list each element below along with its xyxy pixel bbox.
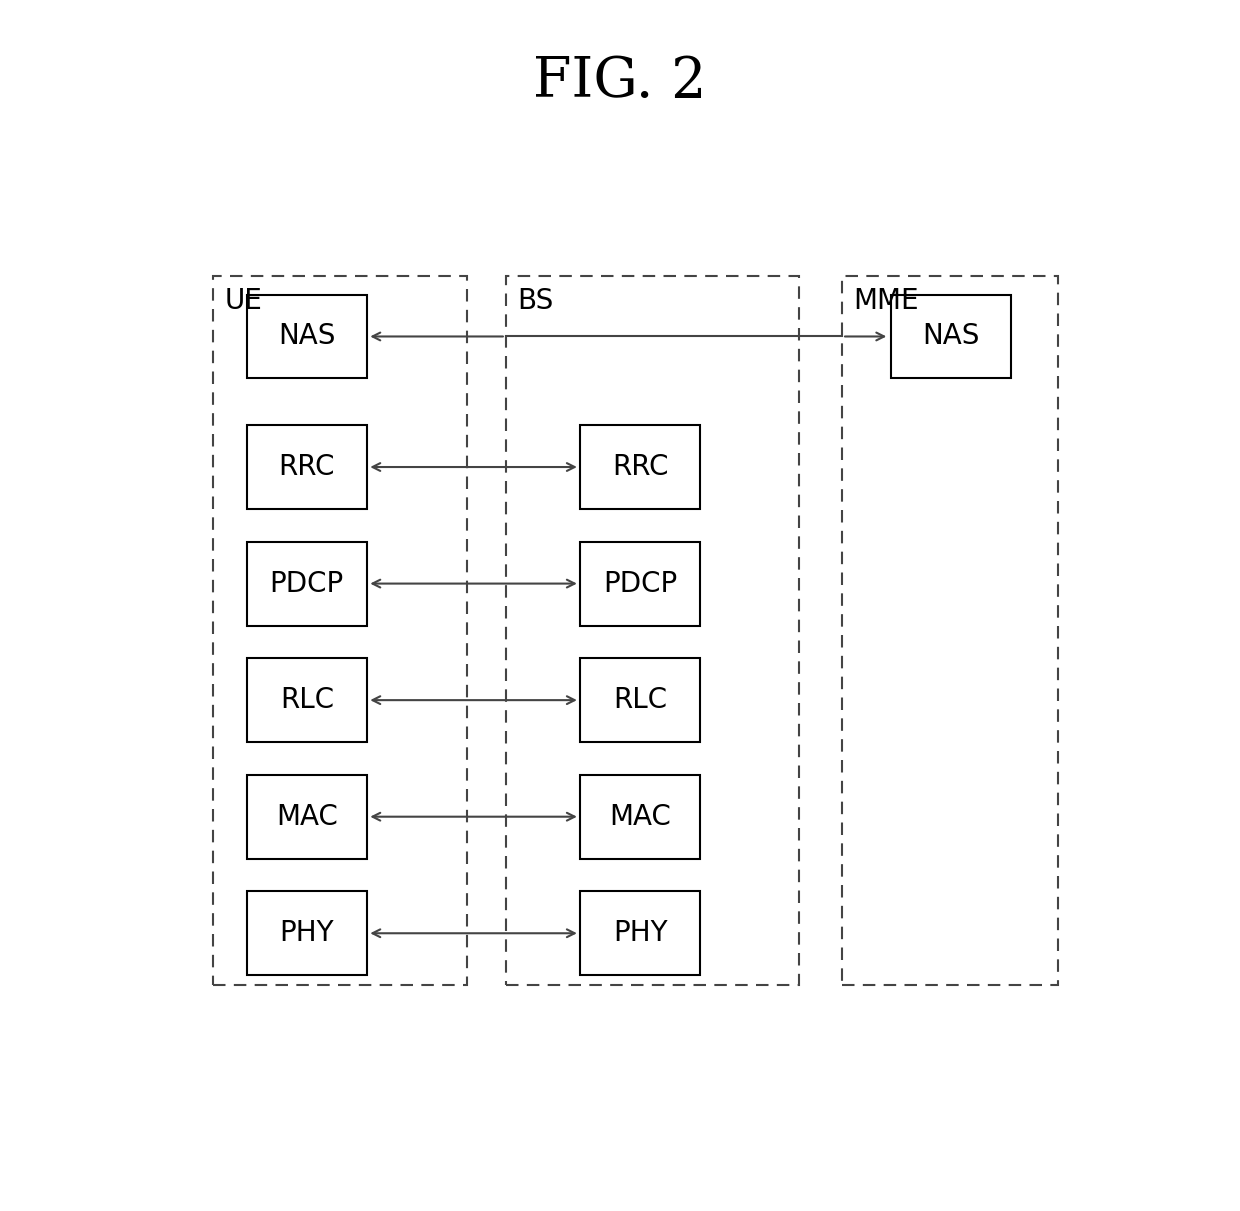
Text: UE: UE [224, 287, 262, 315]
Text: MAC: MAC [609, 803, 671, 831]
Text: RRC: RRC [613, 453, 668, 481]
Bar [580, 775, 701, 859]
Text: RLC: RLC [280, 687, 334, 714]
Text: MAC: MAC [277, 803, 337, 831]
Bar [247, 891, 367, 975]
Text: RLC: RLC [614, 687, 667, 714]
Text: PHY: PHY [613, 919, 667, 947]
Bar [247, 659, 367, 742]
Bar [580, 891, 701, 975]
Bar [890, 294, 1011, 378]
Bar [580, 425, 701, 509]
Text: PHY: PHY [279, 919, 334, 947]
Bar [213, 276, 467, 985]
Bar [580, 659, 701, 742]
Text: MME: MME [853, 287, 919, 315]
Text: RRC: RRC [279, 453, 335, 481]
Bar [247, 541, 367, 626]
Text: NAS: NAS [278, 322, 336, 350]
Text: PDCP: PDCP [270, 569, 343, 597]
Text: NAS: NAS [923, 322, 980, 350]
Bar [247, 425, 367, 509]
Bar [580, 541, 701, 626]
Bar [247, 775, 367, 859]
Bar [506, 276, 799, 985]
Bar [842, 276, 1058, 985]
Text: PDCP: PDCP [603, 569, 677, 597]
Text: FIG. 2: FIG. 2 [533, 54, 707, 109]
Bar [247, 294, 367, 378]
Text: BS: BS [517, 287, 553, 315]
